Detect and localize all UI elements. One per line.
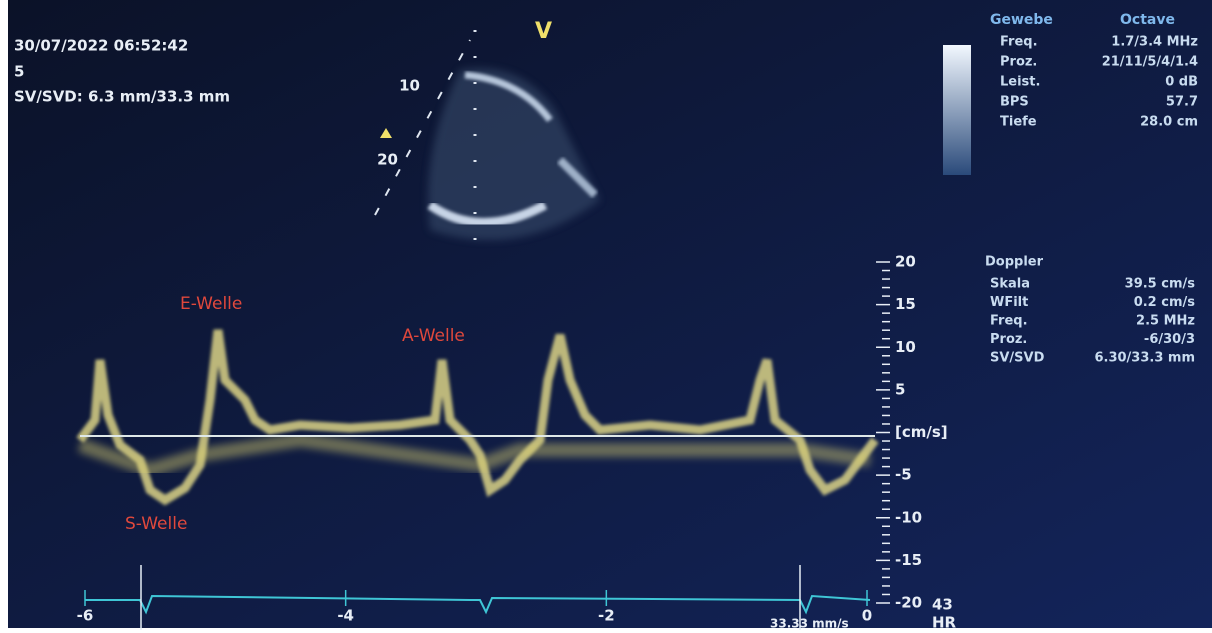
settings-title: Gewebe [990, 12, 1053, 28]
setting-value: 21/11/5/4/1.4 [1102, 55, 1198, 70]
setting-label: BPS [1000, 95, 1029, 110]
settings-mode: Octave [1120, 12, 1175, 28]
time-label: 0 [862, 607, 872, 625]
setting-label: WFilt [990, 295, 1028, 310]
orientation-marker: V [535, 19, 552, 44]
velocity-label: -15 [895, 551, 922, 569]
heart-rate-label: HR [932, 614, 957, 632]
setting-value: -6/30/3 [1144, 332, 1195, 347]
annotation: A-Welle [402, 326, 465, 346]
setting-label: Tiefe [1000, 115, 1037, 130]
ultrasound-screen: 30/07/2022 06:52:42 5 SV/SVD: 6.3 mm/33.… [0, 0, 1212, 633]
setting-value: 0 dB [1165, 75, 1198, 90]
time-label: -4 [337, 607, 354, 625]
setting-value: 1.7/3.4 MHz [1111, 35, 1198, 50]
heart-rate: 43 [932, 596, 953, 614]
setting-label: Freq. [1000, 35, 1038, 50]
datetime: 30/07/2022 06:52:42 [14, 37, 188, 55]
setting-label: Proz. [1000, 55, 1037, 70]
setting-label: Freq. [990, 314, 1028, 329]
setting-value: 2.5 MHz [1136, 314, 1195, 329]
velocity-label: 5 [895, 380, 905, 398]
setting-value: 57.7 [1166, 95, 1198, 110]
velocity-label: 15 [895, 295, 916, 313]
setting-label: Proz. [990, 332, 1027, 347]
time-label: -6 [77, 607, 94, 625]
velocity-label: -10 [895, 508, 922, 526]
depth-marker: 20 [377, 151, 398, 169]
setting-label: Leist. [1000, 75, 1040, 90]
time-label: -2 [598, 607, 615, 625]
depth-marker: 10 [399, 77, 420, 95]
velocity-label: 20 [895, 253, 916, 271]
velocity-label: -20 [895, 594, 922, 612]
velocity-label: -5 [895, 466, 912, 484]
settings-title: Doppler [985, 255, 1044, 270]
setting-value: 6.30/33.3 mm [1094, 351, 1195, 366]
velocity-label: [cm/s] [895, 423, 948, 441]
annotation: S-Welle [125, 514, 187, 534]
setting-value: 0.2 cm/s [1134, 295, 1196, 310]
annotation: E-Welle [180, 294, 242, 314]
sv-svd: SV/SVD: 6.3 mm/33.3 mm [14, 88, 230, 106]
sweep-speed: 33.33 mm/s [770, 617, 849, 631]
setting-label: Skala [990, 277, 1030, 292]
grayscale-bar [943, 45, 971, 175]
setting-value: 39.5 cm/s [1125, 277, 1196, 292]
header-line: 5 [14, 63, 24, 81]
setting-value: 28.0 cm [1140, 115, 1198, 130]
setting-label: SV/SVD [990, 351, 1045, 366]
velocity-label: 10 [895, 338, 916, 356]
